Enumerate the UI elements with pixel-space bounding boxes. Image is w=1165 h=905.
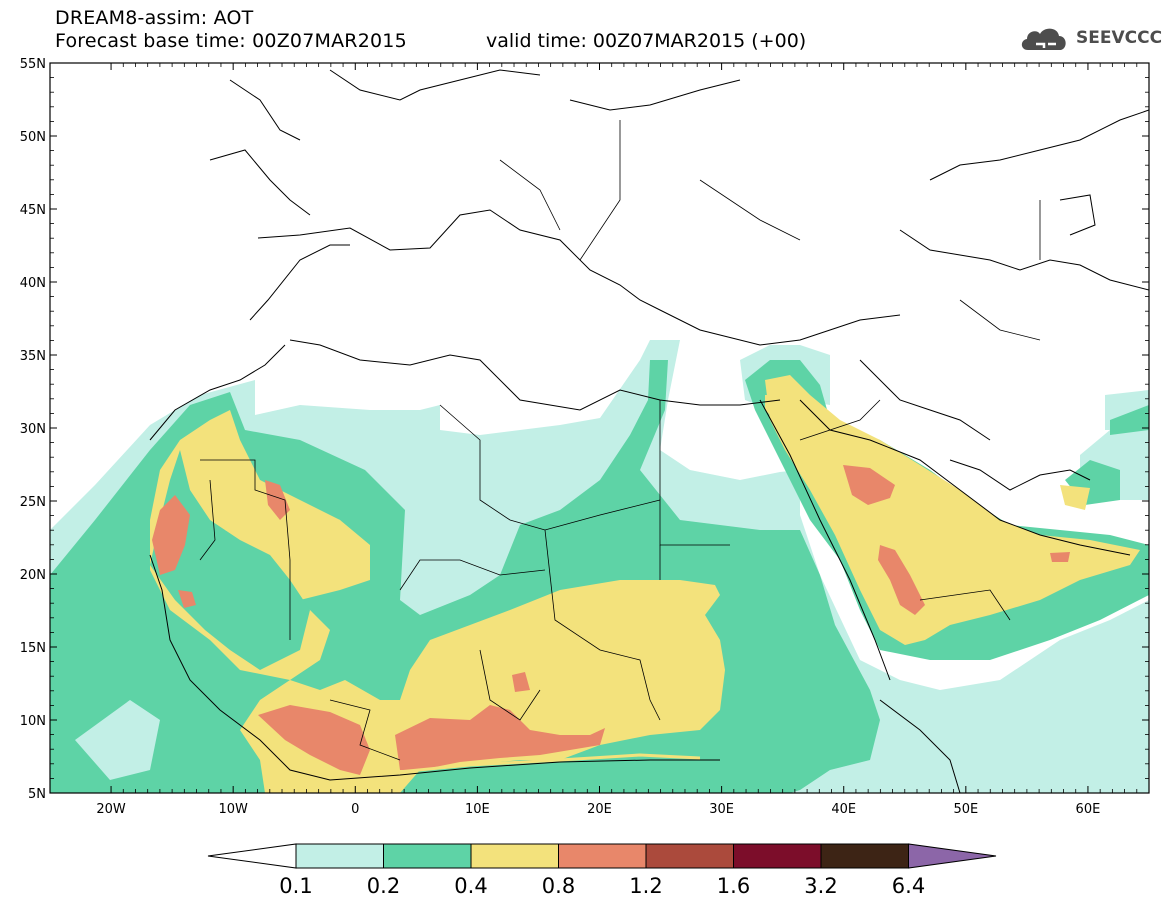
legend-label: 6.4 (892, 874, 925, 898)
borders (199, 120, 1041, 761)
lat-label: 55N (20, 57, 46, 72)
coastlines (149, 69, 1149, 793)
seevccc-logo: SEEVCCC (1018, 22, 1162, 56)
lat-label: 10N (20, 714, 46, 729)
map-title: DREAM8-assim: AOT (55, 7, 254, 29)
lat-label: 40N (20, 276, 46, 291)
cloud-icon (1021, 28, 1066, 50)
lat-label: 20N (20, 568, 46, 583)
lon-label: 0 (351, 802, 359, 817)
logo-text: SEEVCCC (1076, 28, 1163, 48)
lat-label: 50N (20, 130, 46, 145)
latitude-axis: 55N 50N 45N 40N 35N 30N 25N 20N 15N 10N 5N (20, 57, 1149, 802)
lat-label: 25N (20, 495, 46, 510)
legend-swatch (645, 843, 734, 869)
aot-level-0-8 (152, 395, 1070, 775)
legend-label: 1.6 (717, 874, 750, 898)
lat-label: 30N (20, 422, 46, 437)
legend-label: 1.2 (629, 874, 662, 898)
legend-arrow-high (908, 843, 997, 869)
lat-label: 45N (20, 203, 46, 218)
aot-fields (50, 340, 1149, 793)
legend-swatch (558, 843, 647, 869)
legend-arrow-low (207, 843, 297, 869)
valid-time: valid time: 00Z07MAR2015 (+00) (486, 30, 807, 52)
legend-label: 3.2 (804, 874, 837, 898)
legend-label: 0.4 (454, 874, 487, 898)
legend-label: 0.8 (542, 874, 575, 898)
legend-swatch (383, 843, 472, 869)
legend-label: 0.1 (279, 874, 312, 898)
lon-label: 10E (465, 802, 490, 817)
legend-swatch (733, 843, 822, 869)
lat-label: 15N (20, 641, 46, 656)
legend-swatch (295, 843, 384, 869)
lat-label: 5N (28, 787, 46, 802)
aot-level-0-4 (150, 375, 1140, 793)
lon-label: 30E (709, 802, 734, 817)
longitude-axis: 20W 10W 0 10E 20E 30E 40E 50E 60E (96, 63, 1150, 817)
lon-label: 60E (1076, 802, 1101, 817)
forecast-base-time: Forecast base time: 00Z07MAR2015 (55, 30, 407, 52)
legend-swatch (820, 843, 909, 869)
lon-label: 10W (218, 802, 248, 817)
lon-label: 20W (96, 802, 126, 817)
lat-label: 35N (20, 349, 46, 364)
legend-swatch (470, 843, 559, 869)
legend-label: 0.2 (367, 874, 400, 898)
lon-label: 40E (831, 802, 856, 817)
lon-label: 50E (953, 802, 978, 817)
lon-label: 20E (587, 802, 612, 817)
